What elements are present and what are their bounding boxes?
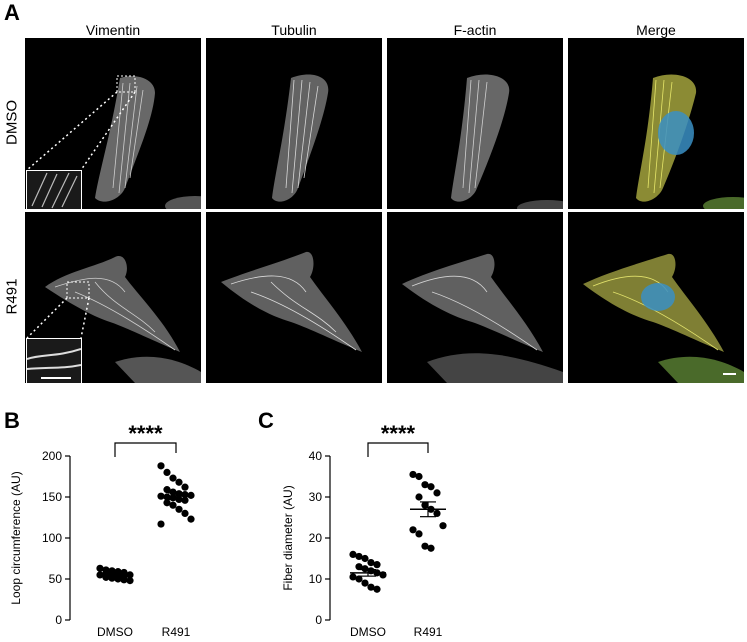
data-point [373,585,381,593]
data-point [355,563,363,571]
significance-stars: **** [381,421,416,446]
y-tick-label: 30 [309,490,323,504]
y-tick-label: 10 [309,572,323,586]
data-point [163,493,171,501]
y-tick-label: 0 [55,613,62,627]
y-tick-label: 100 [42,531,62,545]
y-tick-label: 20 [309,531,323,545]
data-point [181,483,189,491]
data-point [181,509,189,517]
micrograph-dmso-vimentin [25,38,201,209]
significance-bracket [367,442,429,457]
x-tick-label: DMSO [350,625,386,639]
data-point [187,515,195,523]
y-tick-label: 200 [42,449,62,463]
data-point [163,468,171,476]
panel-letter-c: C [258,408,274,433]
data-point [409,470,417,479]
data-point [373,561,381,569]
column-label-tubulin: Tubulin [271,22,317,38]
data-point [355,552,363,561]
y-tick-label: 0 [315,613,322,627]
row-label-dmso: DMSO [3,100,21,145]
y-tick-label: 150 [42,490,62,504]
micrograph-r491-tubulin [206,212,382,383]
data-point [421,481,429,489]
data-point [96,564,104,572]
column-label-merge: Merge [636,22,676,38]
micrograph-dmso-f-actin [387,38,563,209]
data-point [367,559,375,567]
y-tick-label: 50 [49,572,63,586]
data-point [427,483,435,491]
column-label-vimentin: Vimentin [85,22,141,38]
data-point [367,583,375,591]
row-label-r491: R491 [3,278,21,315]
data-point [439,522,447,530]
data-point [421,542,429,550]
data-point [409,526,417,534]
x-tick-label: R491 [162,625,191,639]
data-point [433,509,441,517]
data-point [415,530,423,538]
chart-loop-circumference: 0 50 100 150 200 Loop circumference (AU) DMSO R… [9,421,195,639]
data-point [175,478,183,486]
column-label-f-actin: F-actin [453,22,497,38]
micrograph-r491-f-actin [387,212,563,383]
data-point [114,575,122,583]
data-point [421,501,429,509]
data-point [120,576,128,584]
micrograph-r491-merge [568,212,744,383]
x-tick-label: DMSO [97,625,133,639]
data-point [169,501,177,509]
x-tick-label: R491 [414,625,443,639]
data-point [433,489,441,497]
y-axis-label: Loop circumference (AU) [9,471,23,604]
data-point [415,472,423,481]
micrograph-dmso-tubulin [206,38,382,209]
data-point [157,462,165,470]
chart-fiber-diameter: 0 10 20 30 40 Fiber diameter (AU) DMSO R491 **** [281,421,447,639]
data-point [355,575,363,583]
data-point [175,505,183,513]
data-point [361,554,369,563]
data-point [427,544,435,552]
zoom-inset-r491 [26,338,82,383]
data-point [163,486,171,494]
data-point [163,499,171,507]
micrograph-r491-vimentin [25,212,201,383]
significance-bracket [114,442,177,457]
data-point [187,491,195,499]
y-tick-label: 40 [309,449,323,463]
significance-stars: **** [128,421,163,446]
data-point [181,496,189,504]
data-point [349,573,357,581]
data-point [126,577,134,585]
data-point [169,474,177,482]
zoom-inset-dmso [26,170,82,209]
panel-letter-b: B [4,408,20,433]
data-point [169,488,177,496]
data-point [157,520,165,528]
data-point [361,565,369,573]
y-axis-label: Fiber diameter (AU) [281,485,295,590]
data-point [415,493,423,501]
micrograph-dmso-merge [568,38,744,209]
data-point [361,579,369,587]
data-point [349,550,357,558]
panel-letter-a: A [4,0,20,25]
